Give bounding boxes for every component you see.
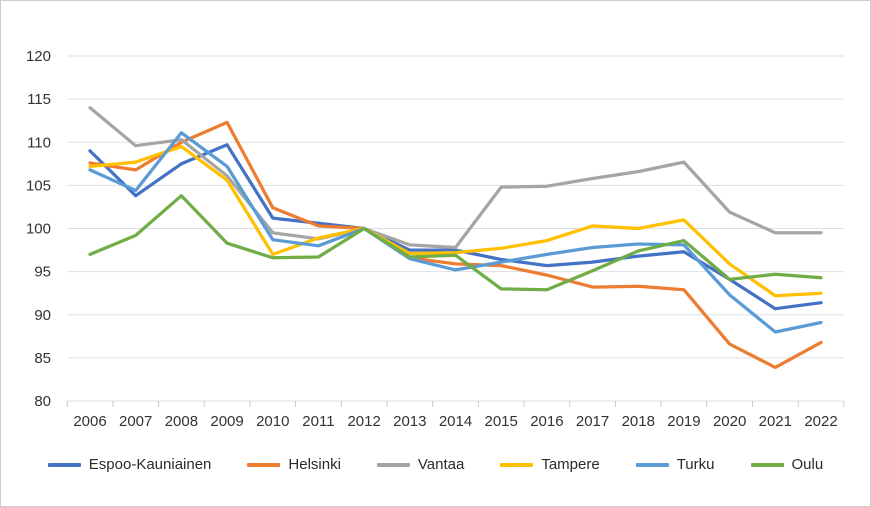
y-axis-label: 90 xyxy=(34,307,51,324)
legend-label: Tampere xyxy=(541,456,600,473)
legend-item-turku: Turku xyxy=(635,456,715,473)
legend-line-marker xyxy=(247,462,281,467)
legend-label: Vantaa xyxy=(417,456,465,473)
series-line-helsinki xyxy=(88,120,823,370)
y-axis-label: 120 xyxy=(26,48,51,65)
y-axis-label: 80 xyxy=(34,393,51,410)
x-axis-label: 2012 xyxy=(347,413,380,430)
x-axis-label: 2018 xyxy=(622,413,655,430)
series-line-espoo-kauniainen xyxy=(88,143,823,311)
legend-line-marker xyxy=(47,462,81,467)
x-axis-label: 2019 xyxy=(667,413,700,430)
legend-item-oulu: Oulu xyxy=(750,456,824,473)
legend-line-marker xyxy=(750,462,784,467)
x-axis-label: 2017 xyxy=(576,413,609,430)
x-axis-label: 2020 xyxy=(713,413,746,430)
x-axis-label: 2015 xyxy=(485,413,518,430)
x-axis-label: 2013 xyxy=(393,413,426,430)
series-line-vantaa xyxy=(88,106,823,250)
series-line-tampere xyxy=(88,144,823,298)
y-axis-label: 95 xyxy=(34,264,51,281)
x-axis-label: 2007 xyxy=(119,413,152,430)
y-axis-label: 110 xyxy=(27,134,51,151)
x-axis-label: 2014 xyxy=(439,413,472,430)
legend-line-marker xyxy=(376,462,410,467)
legend-label: Oulu xyxy=(791,456,824,473)
legend-item-helsinki: Helsinki xyxy=(247,456,341,473)
legend-line-marker xyxy=(500,462,534,467)
series-line-turku xyxy=(88,131,823,334)
x-axis-label: 2011 xyxy=(302,413,334,430)
x-axis-label: 2021 xyxy=(759,413,792,430)
y-axis-label: 100 xyxy=(26,221,51,238)
x-axis-label: 2006 xyxy=(73,413,106,430)
x-axis-label: 2016 xyxy=(530,413,563,430)
x-axis-label: 2010 xyxy=(256,413,289,430)
legend-label: Turku xyxy=(676,456,715,473)
x-axis-label: 2022 xyxy=(804,413,837,430)
legend-line-marker xyxy=(635,462,669,467)
x-axis-label: 2008 xyxy=(165,413,198,430)
chart-legend: Espoo-Kauniainen Helsinki Vantaa Tampere Tur… xyxy=(1,456,870,473)
legend-item-espoo-kauniainen: Espoo-Kauniainen xyxy=(47,456,212,473)
legend-item-tampere: Tampere xyxy=(500,456,600,473)
legend-item-vantaa: Vantaa xyxy=(376,456,465,473)
x-axis-label: 2009 xyxy=(210,413,243,430)
legend-label: Espoo-Kauniainen xyxy=(88,456,212,473)
series-line-oulu xyxy=(88,194,823,292)
legend-label: Helsinki xyxy=(288,456,341,473)
y-axis-label: 105 xyxy=(26,177,51,194)
line-chart-plot: 80 85 90 95 100 105 110 115 120 2006 2007 2008 2009 2… xyxy=(26,48,845,430)
y-axis-label: 85 xyxy=(34,350,51,367)
y-axis-label: 115 xyxy=(27,91,51,108)
